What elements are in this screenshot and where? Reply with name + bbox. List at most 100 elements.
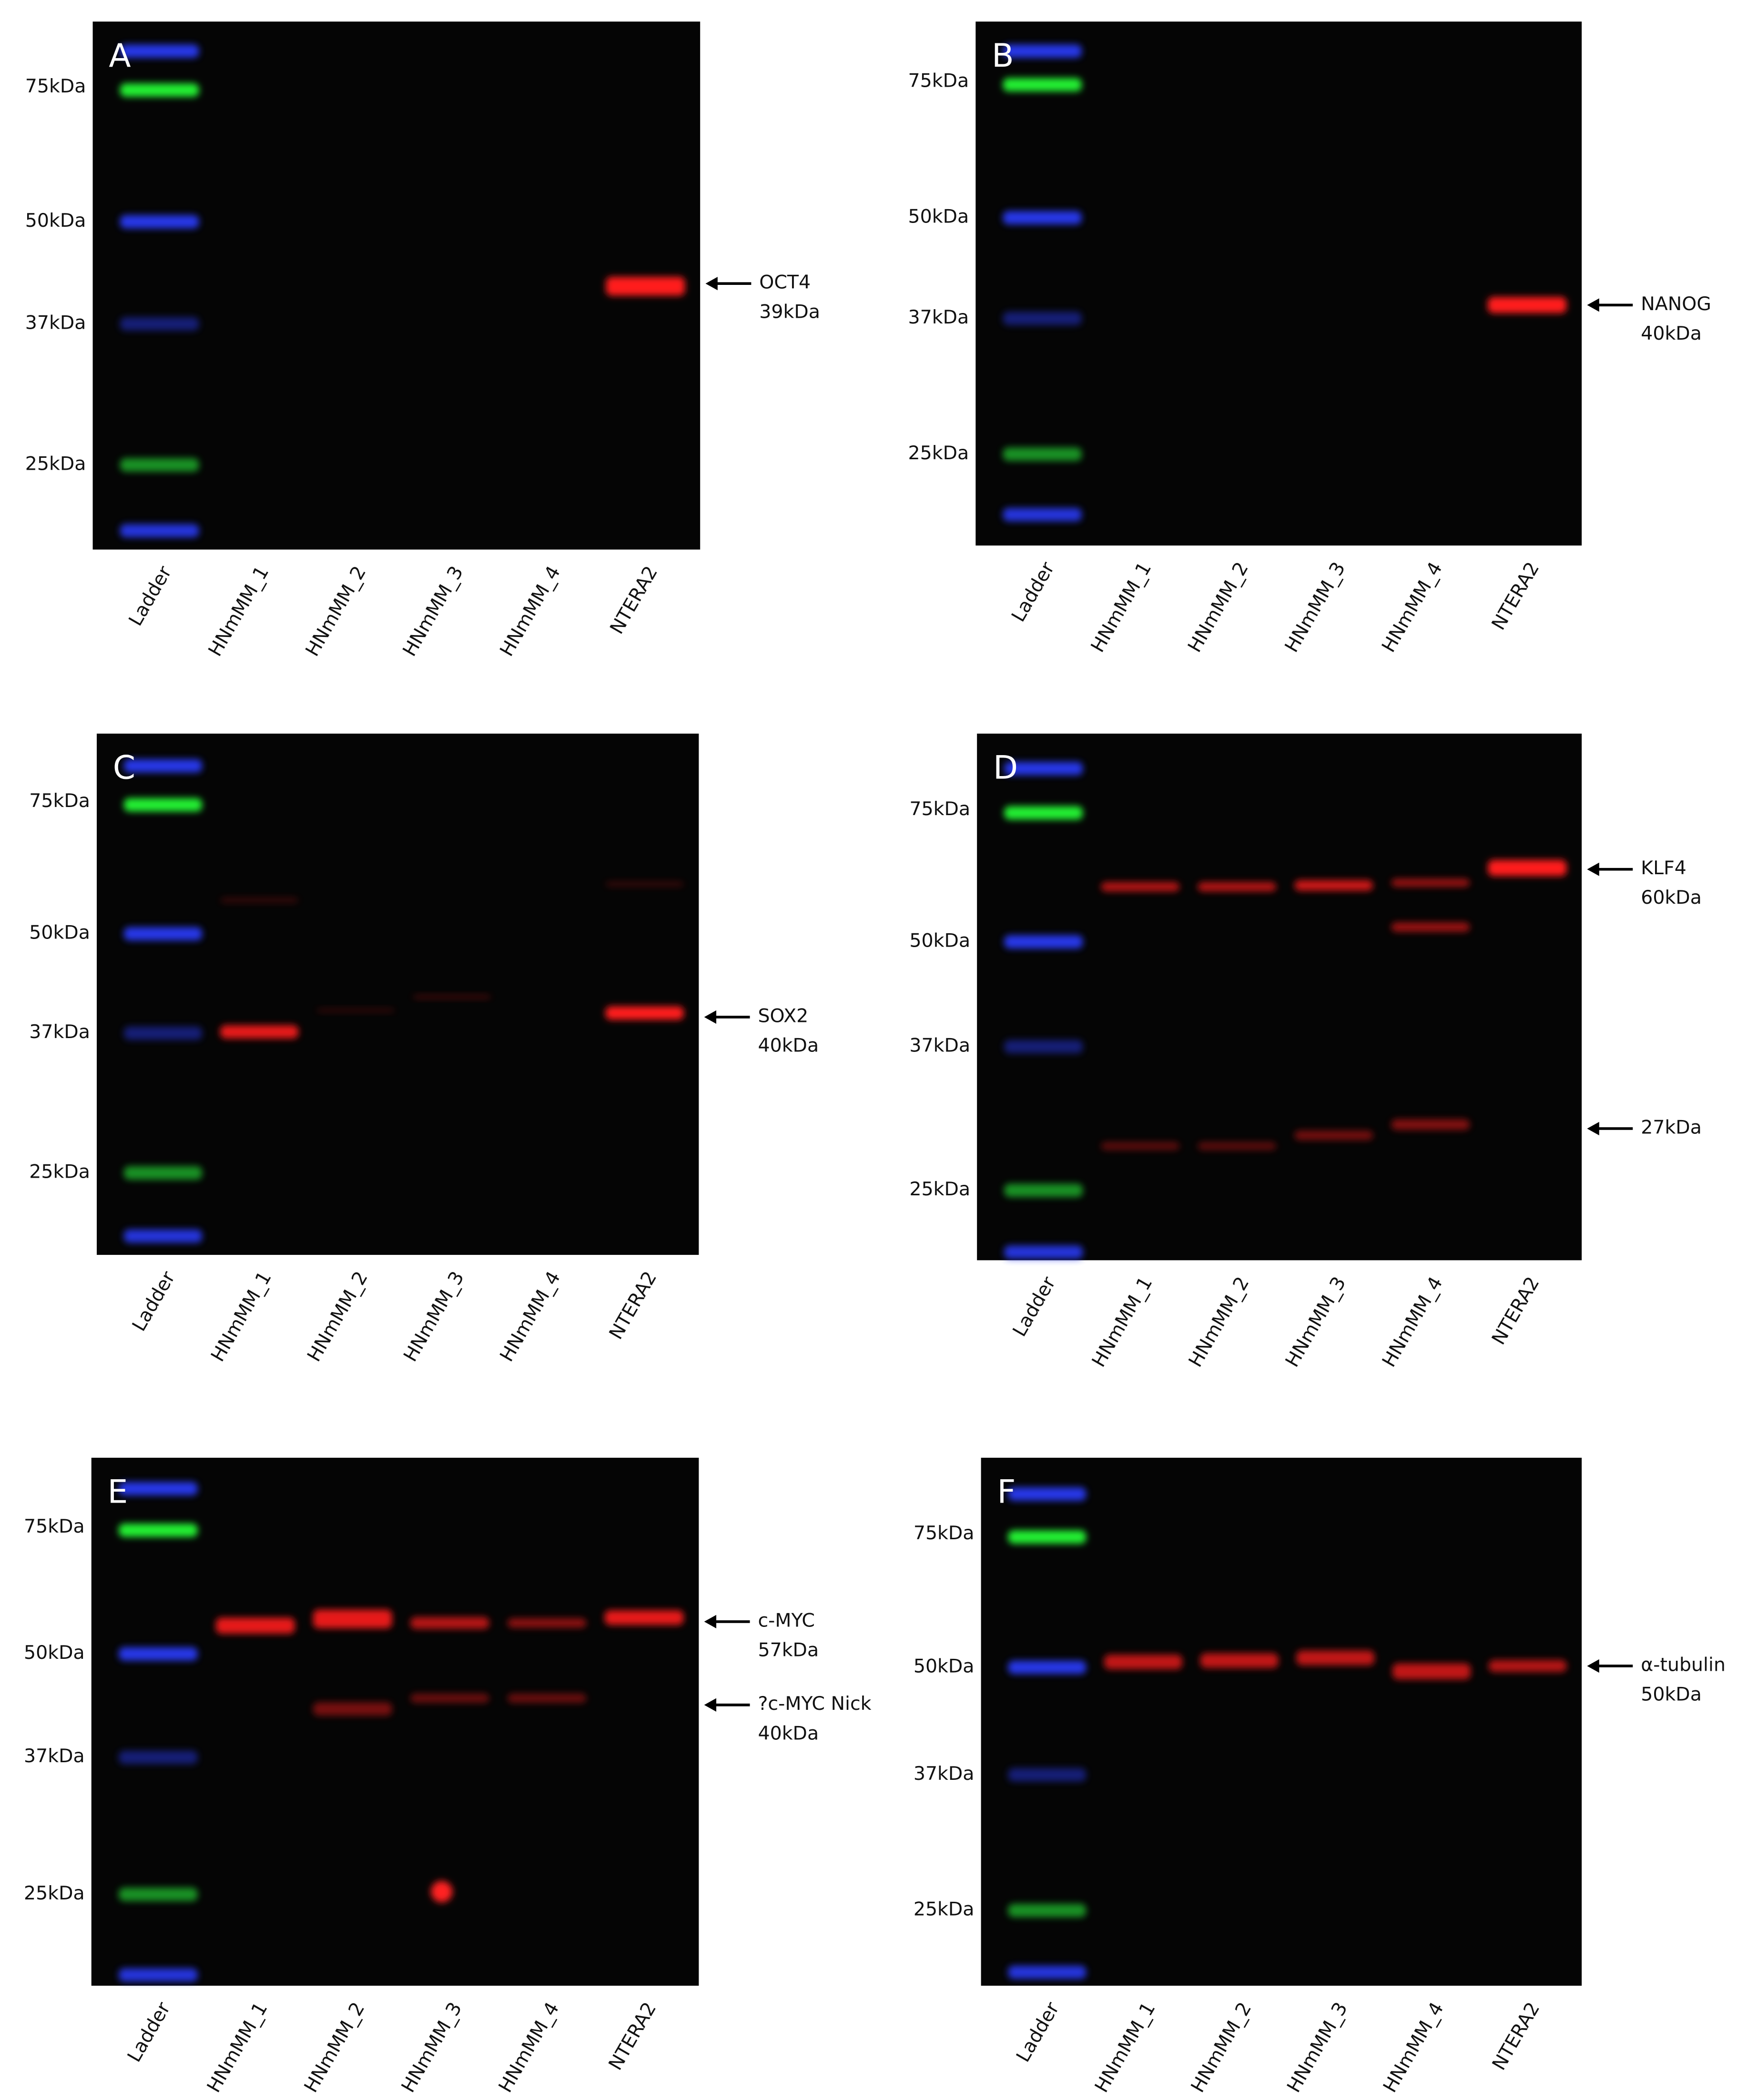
ladder-band: [120, 317, 199, 331]
ladder-band: [1003, 78, 1082, 91]
lane-label: NTERA2: [1488, 1273, 1544, 1349]
arrow-head: [1587, 298, 1599, 312]
annotation-text: α-tubulin: [1641, 1654, 1726, 1676]
sample-band: [1200, 1653, 1279, 1668]
ladder-band: [1004, 935, 1083, 949]
sample-band: [605, 1006, 684, 1020]
sample-band: [1198, 1142, 1277, 1151]
ladder-band: [1004, 806, 1083, 820]
ladder-band: [120, 44, 199, 58]
sample-band: [1294, 1131, 1373, 1140]
arrow-head: [704, 1010, 717, 1024]
ladder-band: [1004, 1245, 1083, 1259]
sample-band: [1488, 297, 1567, 313]
sample-band: [1198, 882, 1277, 892]
lane-label: NTERA2: [604, 1999, 660, 2074]
ladder-band: [123, 1229, 203, 1243]
marker-label: 50kDa: [29, 922, 90, 944]
marker-label: 25kDa: [909, 1178, 970, 1200]
marker-label: 50kDa: [914, 1655, 975, 1677]
marker-label: 50kDa: [24, 1642, 85, 1664]
blot-panel: F 75kDa 50kDa 37kDa 25kDa Ladder HNmMM_1 HNmMM_…: [914, 1457, 1726, 2096]
sample-band: [1391, 1119, 1470, 1130]
annotation-text: 40kDa: [1641, 323, 1702, 344]
blot-panel: B 75kDa 50kDa 37kDa 25kDa Ladder HNmMM_1 HNmMM_…: [908, 21, 1711, 656]
ladder-band: [123, 1026, 203, 1040]
sample-band: [1488, 859, 1567, 876]
lane-label: HNmMM_2: [300, 1999, 369, 2096]
panel-letter: D: [993, 749, 1018, 787]
lane-label: HNmMM_1: [207, 1268, 276, 1365]
annotation-text: KLF4: [1641, 857, 1686, 879]
lane-label: HNmMM_4: [496, 562, 565, 660]
marker-label: 50kDa: [909, 929, 970, 951]
blot-panel: C 75kDa 50kDa 37kDa 25kDa Ladder HNmMM_1 HNmMM_…: [29, 733, 819, 1365]
sample-band: [1294, 880, 1373, 891]
marker-label: 37kDa: [24, 1745, 85, 1767]
sample-band: [1391, 922, 1470, 932]
lane-label: HNmMM_2: [301, 562, 370, 660]
blot-panel: E 75kDa 50kDa 37kDa 25kDa Ladder HNmMM_1 HNmMM_…: [24, 1457, 872, 2096]
marker-label: 75kDa: [908, 70, 969, 92]
sample-band: [220, 1025, 299, 1039]
lane-label: HNmMM_3: [398, 562, 467, 660]
arrow-head: [1587, 862, 1599, 876]
sample-band: [507, 1693, 587, 1703]
marker-label: 37kDa: [909, 1034, 970, 1056]
ladder-band: [119, 1968, 198, 1982]
lane-label: HNmMM_1: [1087, 558, 1156, 656]
lane-label: HNmMM_1: [1087, 1273, 1157, 1371]
panel-letter: F: [997, 1473, 1016, 1511]
marker-label: 25kDa: [25, 453, 86, 475]
marker-label: 50kDa: [908, 206, 969, 228]
lane-label: HNmMM_1: [1090, 1999, 1159, 2096]
annotation-text: 39kDa: [759, 301, 820, 323]
ladder-band: [1008, 1904, 1087, 1918]
sample-band: [605, 881, 684, 887]
ladder-band: [1004, 762, 1083, 776]
arrow-head: [704, 1698, 717, 1712]
lane-label: HNmMM_4: [1378, 558, 1447, 656]
sample-band: [316, 1008, 395, 1013]
marker-label: 25kDa: [914, 1898, 975, 1920]
ladder-band: [1008, 1768, 1087, 1782]
panel-letter: E: [108, 1473, 128, 1511]
annotation-text: ?c-MYC Nick: [758, 1693, 871, 1715]
lane-label: HNmMM_2: [1184, 558, 1253, 656]
marker-label: 37kDa: [25, 312, 86, 333]
ladder-band: [119, 1888, 198, 1901]
blot: [977, 733, 1582, 1261]
marker-label: 75kDa: [29, 790, 90, 812]
sample-band: [216, 1617, 295, 1634]
sample-band: [606, 277, 685, 296]
lane-label: HNmMM_2: [303, 1268, 372, 1365]
lane-label: Ladder: [1008, 1272, 1060, 1340]
annotation-text: NANOG: [1641, 293, 1711, 315]
ladder-band: [123, 927, 203, 941]
lane-label: NTERA2: [1487, 558, 1544, 634]
sample-band: [1104, 1655, 1182, 1670]
ladder-band: [119, 1750, 198, 1764]
ladder-band: [1003, 312, 1082, 325]
sample-band: [1392, 1663, 1471, 1680]
spot: [431, 1881, 453, 1903]
ladder-band: [1008, 1660, 1087, 1674]
lane-label: NTERA2: [1488, 1999, 1544, 2074]
lane-label: Ladder: [1012, 1998, 1064, 2066]
marker-label: 50kDa: [25, 210, 86, 232]
lane-label: HNmMM_2: [1184, 1273, 1253, 1371]
sample-band: [507, 1618, 587, 1628]
sample-band: [1101, 1142, 1180, 1151]
ladder-band: [1008, 1530, 1087, 1544]
annotation-text: 57kDa: [758, 1639, 819, 1661]
annotation-text: 60kDa: [1641, 887, 1702, 909]
lane-label: HNmMM_3: [1283, 1999, 1352, 2096]
lane-label: HNmMM_3: [1280, 558, 1350, 656]
ladder-band: [1008, 1487, 1087, 1501]
lane-label: NTERA2: [606, 562, 662, 638]
sample-band: [313, 1702, 392, 1716]
ladder-band: [123, 798, 203, 812]
ladder-band: [120, 458, 199, 472]
ladder-band: [119, 1647, 198, 1661]
